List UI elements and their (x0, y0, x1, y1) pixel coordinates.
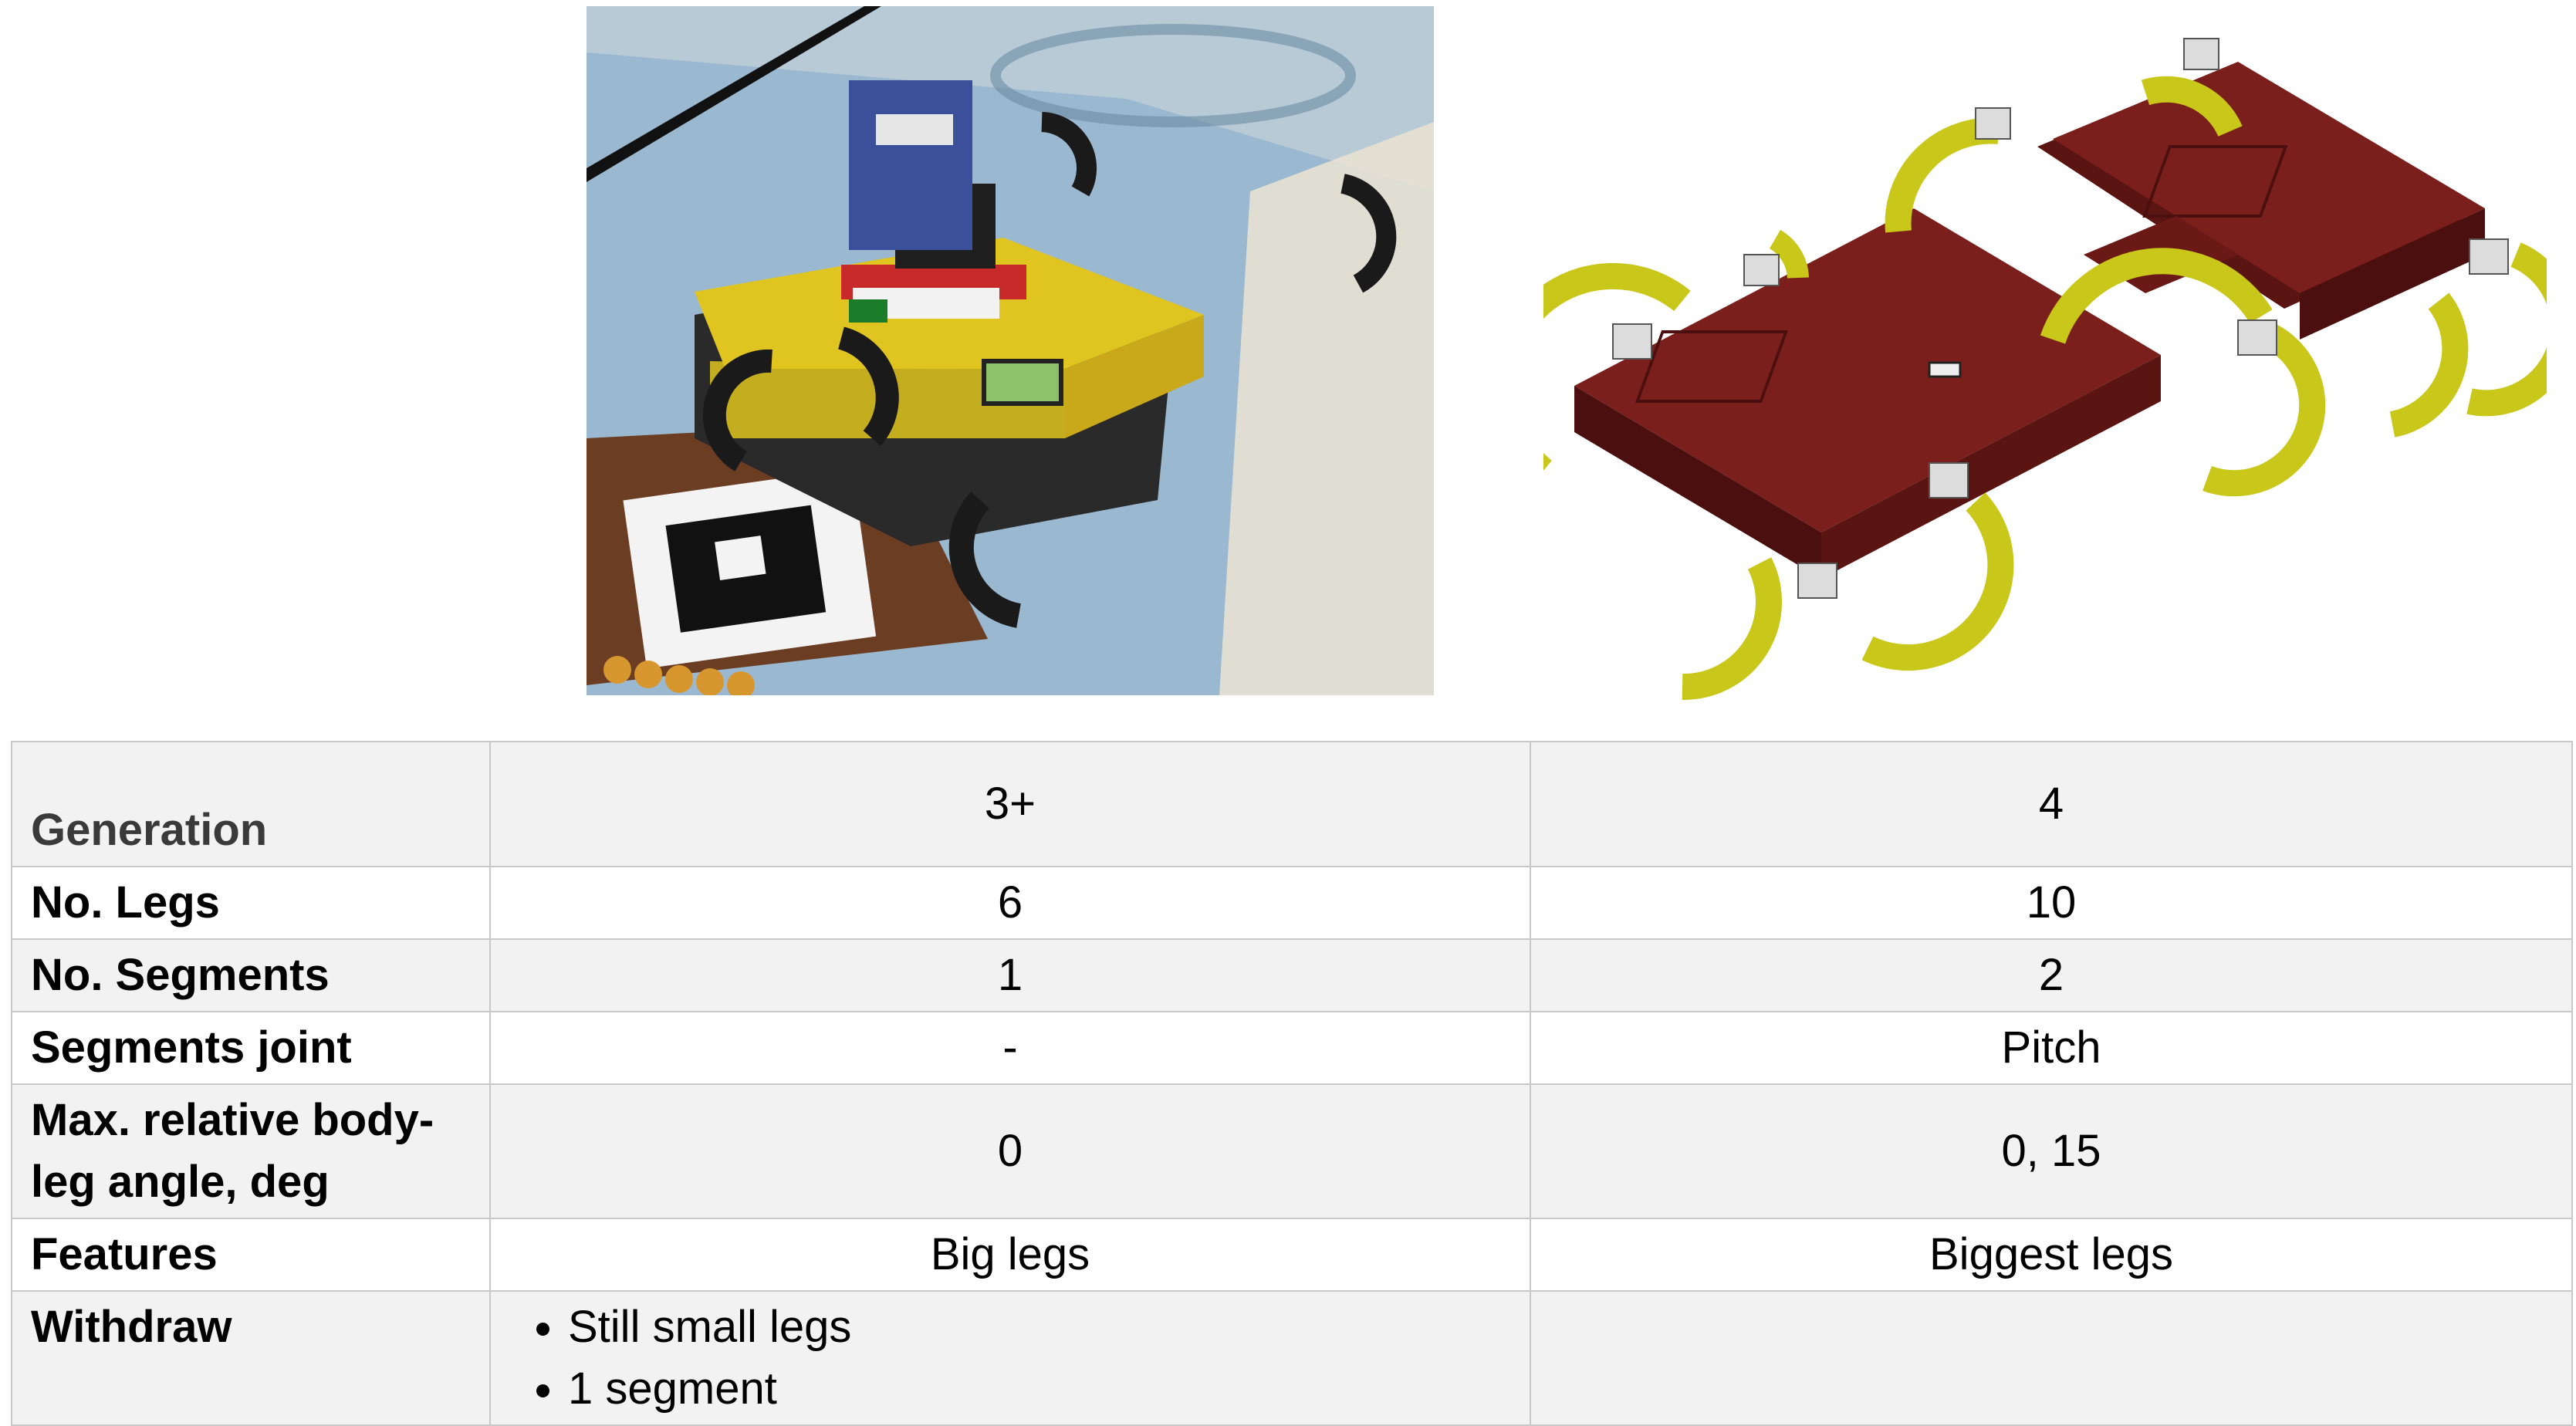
row-label-features: Features (11, 1218, 491, 1292)
withdraw-gen3-list: Still small legs 1 segment (509, 1296, 1511, 1420)
generation-3plus-robot-photo (587, 6, 1434, 695)
features-gen3-value: Big legs (489, 1218, 1531, 1292)
angle-gen4-value: 0, 15 (1530, 1083, 2573, 1219)
withdraw-gen4-value (1530, 1290, 2573, 1426)
joint-gen4-value: Pitch (1530, 1011, 2573, 1085)
table-row: Segments joint - Pitch (11, 1011, 2573, 1085)
table-row: Features Big legs Biggest legs (11, 1218, 2573, 1292)
table-row: No. Legs 6 10 (11, 866, 2573, 940)
withdraw-gen3-list-cell: Still small legs 1 segment (489, 1290, 1531, 1426)
joint-gen3-value: - (489, 1011, 1531, 1085)
row-label-withdraw: Withdraw (11, 1290, 491, 1426)
legs-gen4-value: 10 (1530, 866, 2573, 940)
generation-comparison-table: Generation 3+ 4 No. Legs 6 10 No. Segmen… (11, 741, 2573, 1426)
table-row: No. Segments 1 2 (11, 938, 2573, 1012)
row-label-no-segments: No. Segments (11, 938, 491, 1012)
row-label-max-angle: Max. relative body-leg angle, deg (11, 1083, 491, 1219)
generation-4-value: 4 (1530, 741, 2573, 867)
table-row: Max. relative body-leg angle, deg 0 0, 1… (11, 1083, 2573, 1219)
legs-gen3-value: 6 (489, 866, 1531, 940)
list-item: Still small legs (568, 1296, 1511, 1358)
row-label-generation: Generation (11, 741, 491, 867)
table-row: Withdraw Still small legs 1 segment (11, 1290, 2573, 1426)
row-label-no-legs: No. Legs (11, 866, 491, 940)
row-label-segments-joint: Segments joint (11, 1011, 491, 1085)
segments-gen4-value: 2 (1530, 938, 2573, 1012)
list-item: 1 segment (568, 1358, 1511, 1420)
table-row: Generation 3+ 4 (11, 741, 2573, 867)
generation-3plus-value: 3+ (489, 741, 1531, 867)
segments-gen3-value: 1 (489, 938, 1531, 1012)
angle-gen3-value: 0 (489, 1083, 1531, 1219)
features-gen4-value: Biggest legs (1530, 1218, 2573, 1292)
generation-4-robot-cad-render (1543, 38, 2547, 701)
